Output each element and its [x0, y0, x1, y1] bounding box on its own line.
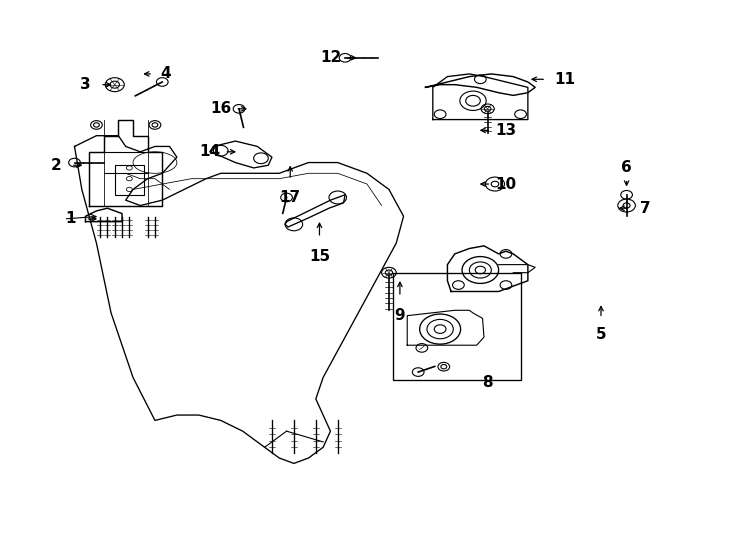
Text: 8: 8	[482, 375, 493, 390]
Text: 17: 17	[280, 190, 301, 205]
Text: 7: 7	[639, 201, 650, 215]
Text: 15: 15	[309, 249, 330, 264]
Text: 4: 4	[161, 66, 171, 82]
Bar	[393, 273, 520, 380]
Text: 10: 10	[495, 177, 517, 192]
Bar	[115, 165, 144, 195]
Text: 2: 2	[51, 158, 62, 173]
Text: 11: 11	[554, 72, 575, 87]
Text: 12: 12	[320, 50, 341, 65]
Text: 9: 9	[395, 308, 405, 323]
Text: 16: 16	[210, 102, 231, 116]
Text: 14: 14	[199, 144, 220, 159]
Text: 5: 5	[596, 327, 606, 342]
Text: 6: 6	[621, 160, 632, 176]
Text: 3: 3	[80, 77, 91, 92]
Text: 13: 13	[495, 123, 517, 138]
Text: 1: 1	[65, 212, 76, 226]
